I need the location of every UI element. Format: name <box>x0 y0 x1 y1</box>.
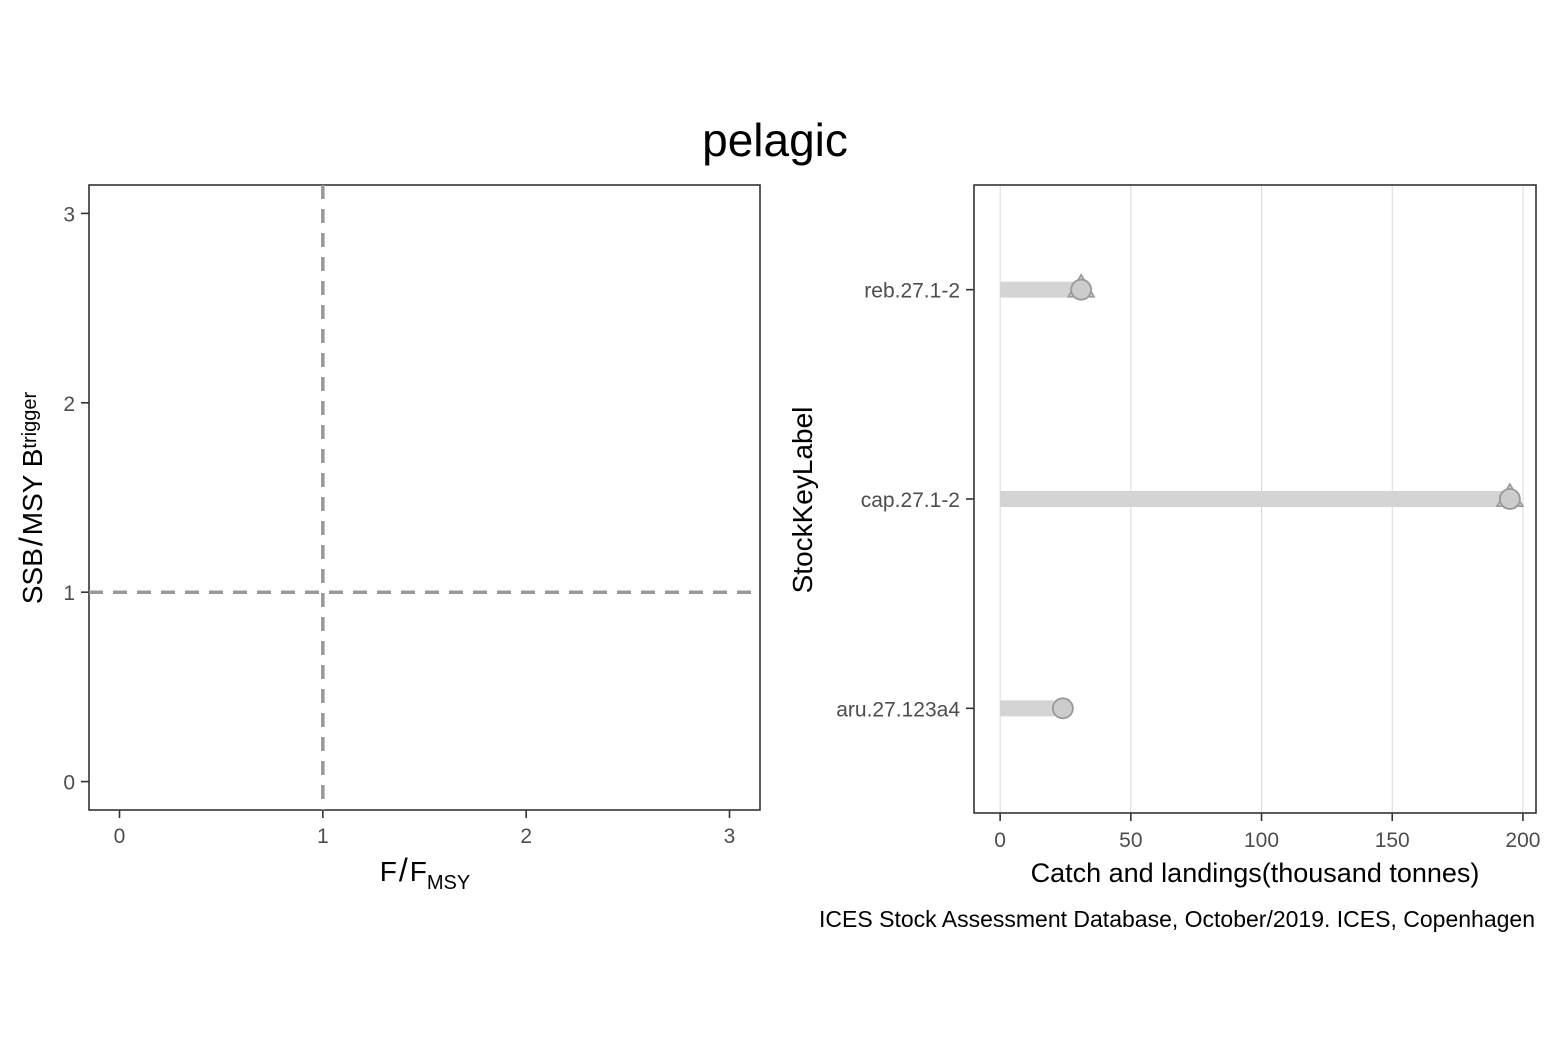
x-tick-label: 0 <box>114 825 126 848</box>
chart-title: pelagic <box>702 114 848 166</box>
x-tick-label: 200 <box>1505 829 1540 852</box>
catch-bar <box>1000 491 1510 507</box>
x-tick-label: 50 <box>1119 829 1142 852</box>
x-tick-label: 0 <box>994 829 1006 852</box>
catch-bar <box>1000 281 1082 298</box>
x-tick-label: 1 <box>317 825 329 848</box>
y-axis-label: SSB /MSY Btrigger <box>13 392 49 605</box>
catch-point <box>1070 278 1093 301</box>
y-axis-label-main: SSB <box>17 548 48 604</box>
catch-marks <box>1000 273 1525 720</box>
catch-point <box>1498 488 1521 510</box>
kobe-plot-panel <box>88 184 761 811</box>
catch-plot: 0 50 100 150 200 aru.27.123a4 cap.27.1-2 reb.27… <box>787 184 1540 888</box>
x-tick-label: 2 <box>520 825 532 848</box>
y-tick-label: aru.27.123a4 <box>836 698 960 721</box>
x-axis-label-main: F <box>380 856 397 887</box>
y-tick-label: 0 <box>63 772 75 795</box>
y-axis-label-subscript: trigger <box>19 392 41 449</box>
y-tick-label: 3 <box>63 203 75 226</box>
catch-y-axis-label: StockKeyLabel <box>787 407 818 594</box>
x-axis-label-subscript: MSY <box>427 872 470 894</box>
x-tick-label: 3 <box>724 825 736 848</box>
catch-bar <box>1000 700 1063 717</box>
x-axis-label-slash: / <box>399 852 408 888</box>
catch-point <box>1051 697 1074 720</box>
catch-axes: 0 50 100 150 200 aru.27.123a4 cap.27.1-2 reb.27… <box>836 280 1540 852</box>
kobe-axes: 0 1 2 3 0 1 2 3 <box>63 203 735 848</box>
y-tick-label: reb.27.1-2 <box>864 280 960 303</box>
y-axis-label-slash: / <box>13 537 49 546</box>
y-tick-label: 2 <box>63 393 75 416</box>
source-caption: ICES Stock Assessment Database, October/… <box>819 906 1535 932</box>
x-axis-label: F/FMSY <box>380 852 470 894</box>
x-tick-label: 150 <box>1375 829 1410 852</box>
x-axis-label-denominator: F <box>410 856 427 887</box>
catch-x-axis-label: Catch and landings(thousand tonnes) <box>1031 858 1480 888</box>
y-axis-label-mid: MSY B <box>17 449 48 536</box>
x-tick-label: 100 <box>1244 829 1279 852</box>
y-tick-label: 1 <box>63 582 75 605</box>
y-tick-label: cap.27.1-2 <box>861 489 960 512</box>
reference-lines <box>89 185 760 810</box>
